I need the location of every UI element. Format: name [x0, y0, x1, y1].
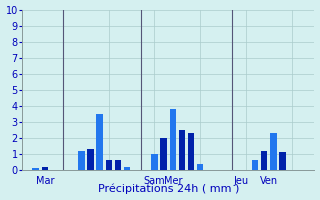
Bar — [106, 160, 112, 170]
Bar — [279, 152, 286, 170]
Text: Ven: Ven — [260, 176, 278, 186]
Text: Jeu: Jeu — [234, 176, 249, 186]
Bar — [96, 114, 103, 170]
Text: Sam: Sam — [144, 176, 165, 186]
Bar — [160, 138, 167, 170]
Bar — [170, 109, 176, 170]
Bar — [261, 151, 268, 170]
Bar — [252, 160, 258, 170]
Text: Mar: Mar — [36, 176, 54, 186]
Text: Mer: Mer — [164, 176, 182, 186]
Bar — [188, 133, 194, 170]
Bar — [197, 164, 204, 170]
X-axis label: Précipitations 24h ( mm ): Précipitations 24h ( mm ) — [98, 184, 239, 194]
Bar — [270, 133, 276, 170]
Bar — [33, 168, 39, 170]
Bar — [179, 130, 185, 170]
Bar — [124, 167, 130, 170]
Bar — [42, 167, 48, 170]
Bar — [151, 154, 158, 170]
Bar — [78, 151, 84, 170]
Bar — [115, 160, 121, 170]
Bar — [87, 149, 94, 170]
